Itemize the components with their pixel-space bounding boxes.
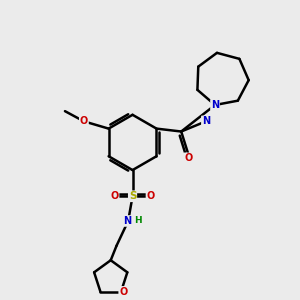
Text: S: S	[129, 191, 136, 201]
Text: N: N	[202, 116, 210, 126]
Text: N: N	[211, 100, 219, 110]
Text: H: H	[134, 217, 141, 226]
Text: O: O	[119, 287, 128, 297]
Text: O: O	[184, 153, 193, 163]
Text: O: O	[110, 191, 118, 201]
Text: N: N	[123, 216, 131, 226]
Text: O: O	[80, 116, 88, 126]
Text: O: O	[146, 191, 155, 201]
